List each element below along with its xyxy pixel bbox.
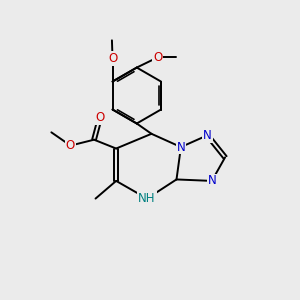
Text: O: O — [66, 139, 75, 152]
Text: N: N — [176, 141, 185, 154]
Text: O: O — [153, 51, 163, 64]
Text: N: N — [203, 129, 212, 142]
Text: O: O — [108, 52, 117, 65]
Text: NH: NH — [138, 192, 156, 205]
Text: O: O — [95, 111, 105, 124]
Text: N: N — [208, 174, 216, 188]
